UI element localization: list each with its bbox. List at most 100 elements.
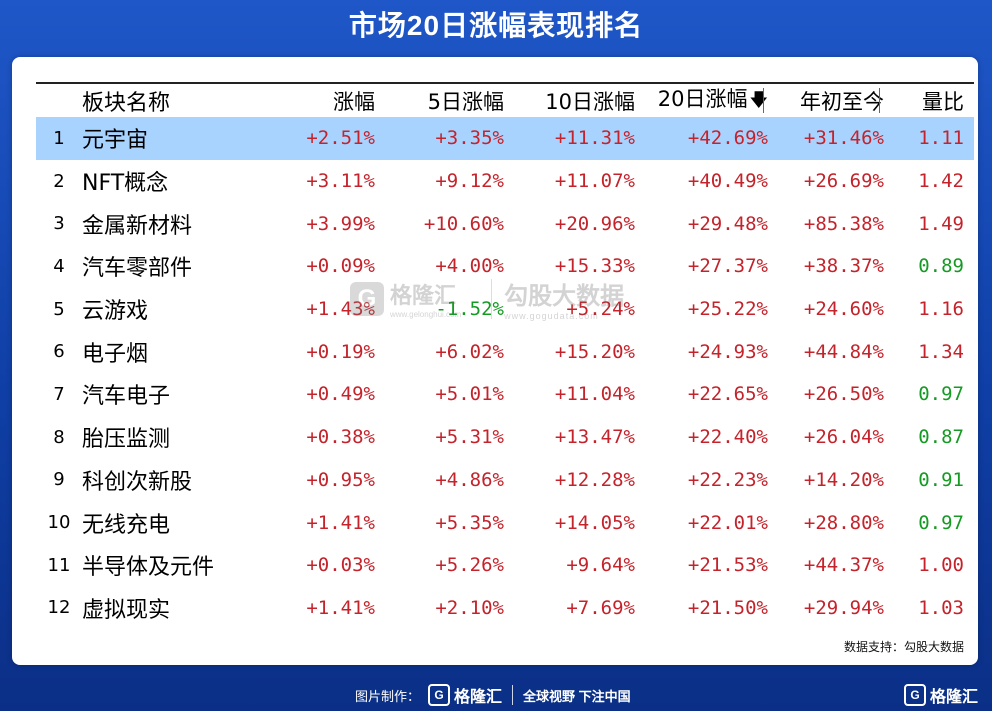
- cell-sector-name: 无线充电: [82, 512, 171, 538]
- cell-volume-ratio: 1.49: [918, 212, 964, 235]
- cell-sector-name: 电子烟: [82, 341, 149, 367]
- cell-change-5d: +3.35%: [435, 127, 504, 150]
- data-source-note: 数据支持：勾股大数据: [843, 640, 964, 654]
- cell-volume-ratio: 0.89: [918, 255, 964, 278]
- header-change-20d-label: 20日涨幅: [657, 87, 748, 111]
- cell-change-5d: +5.31%: [435, 426, 504, 449]
- cell-change: +0.95%: [306, 468, 375, 491]
- cell-change: +0.03%: [306, 554, 375, 577]
- cell-change-20d: +40.49%: [687, 170, 768, 193]
- cell-change-20d: +29.48%: [687, 212, 768, 235]
- table-row[interactable]: 6 电子烟 +0.19% +6.02% +15.20% +24.93% +44.84% 1.3…: [36, 330, 974, 373]
- footer-made-by: 图片制作：: [355, 688, 421, 704]
- cell-change-5d: -1.52%: [435, 298, 504, 321]
- table-row[interactable]: 3 金属新材料 +3.99% +10.60% +20.96% +29.48% +85.38%…: [36, 202, 974, 245]
- cell-volume-ratio: 1.11: [918, 127, 964, 150]
- cell-change-20d: +42.69%: [687, 127, 768, 150]
- cell-ytd: +14.20%: [803, 468, 884, 491]
- cell-index: 8: [53, 426, 65, 448]
- cell-ytd: +26.04%: [803, 426, 884, 449]
- cell-change-10d: +12.28%: [554, 468, 635, 491]
- cell-sector-name: 半导体及元件: [82, 555, 215, 581]
- cell-index: 5: [53, 298, 65, 320]
- cell-ytd: +24.60%: [803, 298, 884, 321]
- cell-change: +1.41%: [306, 596, 375, 619]
- cell-index: 1: [53, 127, 65, 149]
- ranking-panel: 板块名称 涨幅 5日涨幅 10日涨幅 20日涨幅 🡇 年初至今 量比 1 元宇宙 +2…: [12, 57, 978, 665]
- table-row[interactable]: 9 科创次新股 +0.95% +4.86% +12.28% +22.23% +14.20% 0…: [36, 459, 974, 502]
- cell-index: 12: [47, 597, 71, 619]
- cell-sector-name: 汽车零部件: [82, 256, 193, 282]
- cell-change-5d: +2.10%: [435, 596, 504, 619]
- cell-change-10d: +9.64%: [566, 554, 635, 577]
- header-change-5d[interactable]: 5日涨幅: [427, 89, 504, 114]
- cell-ytd: +44.84%: [803, 340, 884, 363]
- table-row[interactable]: 4 汽车零部件 +0.09% +4.00% +15.33% +27.37% +38.37% 0…: [36, 245, 974, 288]
- header-ytd[interactable]: 年初至今: [800, 89, 884, 114]
- cell-change: +1.43%: [306, 298, 375, 321]
- cell-ytd: +28.80%: [803, 511, 884, 534]
- header-change-20d[interactable]: 20日涨幅 🡇: [641, 83, 774, 118]
- cell-change-5d: +10.60%: [423, 212, 504, 235]
- cell-volume-ratio: 1.03: [918, 596, 964, 619]
- cell-change: +0.38%: [306, 426, 375, 449]
- table-row[interactable]: 5 云游戏 +1.43% -1.52% +5.24% +25.22% +24.60% 1.16: [36, 288, 974, 331]
- cell-change-10d: +15.33%: [554, 255, 635, 278]
- cell-volume-ratio: 0.97: [918, 511, 964, 534]
- cell-volume-ratio: 1.42: [918, 170, 964, 193]
- table-row[interactable]: 12 虚拟现实 +1.41% +2.10% +7.69% +21.50% +29.94% 1.…: [36, 587, 974, 630]
- table-row[interactable]: 7 汽车电子 +0.49% +5.01% +11.04% +22.65% +26.50% 0.…: [36, 373, 974, 416]
- cell-volume-ratio: 0.91: [918, 468, 964, 491]
- cell-change-10d: +5.24%: [566, 298, 635, 321]
- cell-change: +0.09%: [306, 255, 375, 278]
- table-row[interactable]: 10 无线充电 +1.41% +5.35% +14.05% +22.01% +28.80% 0…: [36, 501, 974, 544]
- header-change-10d-label: 10日涨幅: [545, 89, 635, 114]
- cell-change-20d: +22.40%: [687, 426, 768, 449]
- cell-change-20d: +22.01%: [687, 511, 768, 534]
- cell-ytd: +44.37%: [803, 554, 884, 577]
- cell-change: +3.99%: [306, 212, 375, 235]
- cell-change-10d: +14.05%: [554, 511, 635, 534]
- footer-brand: 格隆汇: [454, 689, 503, 706]
- header-divider: [763, 88, 764, 113]
- cell-change-10d: +11.07%: [554, 170, 635, 193]
- cell-change-20d: +21.50%: [687, 596, 768, 619]
- cell-sector-name: 金属新材料: [82, 213, 193, 239]
- cell-change-20d: +25.22%: [687, 298, 768, 321]
- table-row[interactable]: 11 半导体及元件 +0.03% +5.26% +9.64% +21.53% +44.37%…: [36, 544, 974, 587]
- cell-volume-ratio: 1.16: [918, 298, 964, 321]
- cell-change-20d: +27.37%: [687, 255, 768, 278]
- table-row[interactable]: 8 胎压监测 +0.38% +5.31% +13.47% +22.40% +26.04% 0.…: [36, 416, 974, 459]
- header-sector-name[interactable]: 板块名称: [82, 90, 171, 116]
- cell-ytd: +31.46%: [803, 127, 884, 150]
- header-divider: [879, 88, 880, 113]
- cell-change-5d: +5.26%: [435, 554, 504, 577]
- header-change[interactable]: 涨幅: [333, 89, 375, 114]
- cell-change-5d: +5.01%: [435, 383, 504, 406]
- footer-right-brand: 格隆汇: [929, 689, 978, 706]
- cell-change-5d: +4.00%: [435, 255, 504, 278]
- cell-change-5d: +5.35%: [435, 511, 504, 534]
- cell-change-20d: +21.53%: [687, 554, 768, 577]
- cell-sector-name: 虚拟现实: [82, 597, 171, 623]
- cell-index: 3: [53, 213, 65, 235]
- table-row[interactable]: 2 NFT概念 +3.11% +9.12% +11.07% +40.49% +26.69% 1…: [36, 160, 974, 203]
- cell-volume-ratio: 1.00: [918, 554, 964, 577]
- header-volume-ratio[interactable]: 量比: [922, 89, 964, 114]
- cell-sector-name: 元宇宙: [82, 128, 149, 154]
- cell-ytd: +29.94%: [803, 596, 884, 619]
- cell-index: 9: [53, 469, 65, 491]
- footer-slogan: 全球视野 下注中国: [523, 688, 631, 704]
- cell-change-20d: +24.93%: [687, 340, 768, 363]
- cell-index: 4: [53, 255, 65, 277]
- cell-change-5d: +6.02%: [435, 340, 504, 363]
- cell-index: 7: [53, 383, 65, 405]
- header-change-10d[interactable]: 10日涨幅: [510, 86, 641, 116]
- table-row[interactable]: 1 元宇宙 +2.51% +3.35% +11.31% +42.69% +31.46% 1.1…: [36, 117, 974, 160]
- cell-change-5d: +4.86%: [435, 468, 504, 491]
- cell-change: +0.49%: [306, 383, 375, 406]
- cell-ytd: +26.50%: [803, 383, 884, 406]
- cell-change: +1.41%: [306, 511, 375, 534]
- cell-change-10d: +13.47%: [554, 426, 635, 449]
- cell-volume-ratio: 0.87: [918, 426, 964, 449]
